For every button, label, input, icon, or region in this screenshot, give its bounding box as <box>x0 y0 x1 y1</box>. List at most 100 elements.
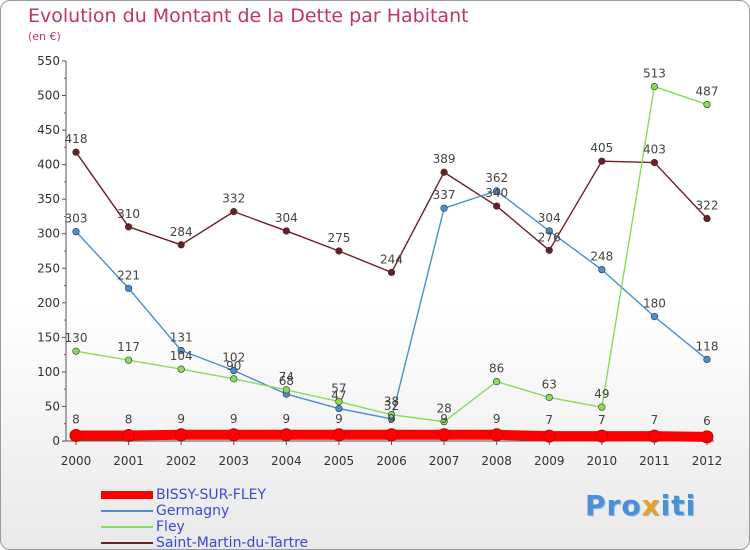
y-tick-label: 500 <box>37 89 60 103</box>
data-label: 340 <box>485 186 508 200</box>
data-label: 487 <box>696 85 719 99</box>
data-point <box>647 429 661 443</box>
x-tick-label: 2007 <box>429 454 460 468</box>
data-point <box>282 386 290 394</box>
chart-title: Evolution du Montant de la Dette par Hab… <box>28 5 469 27</box>
data-label: 7 <box>598 413 606 427</box>
data-label: 28 <box>436 402 451 416</box>
data-point <box>545 246 553 254</box>
data-label: 102 <box>222 351 245 365</box>
series-germagny <box>72 187 711 423</box>
series-saint-martin-du-tartre <box>72 148 711 277</box>
legend-label: Saint-Martin-du-Tartre <box>156 535 309 550</box>
data-label: 130 <box>65 331 88 345</box>
x-tick-label: 2012 <box>692 454 723 468</box>
data-point <box>703 214 711 223</box>
data-label: 304 <box>275 211 298 225</box>
proxiti-logo: Proxiti <box>585 489 697 522</box>
data-label: 131 <box>170 330 193 344</box>
data-label: 276 <box>538 230 561 244</box>
data-label: 405 <box>590 141 613 155</box>
data-point <box>545 393 553 402</box>
data-label: 38 <box>384 395 399 409</box>
data-point <box>700 430 714 444</box>
data-point <box>72 228 80 236</box>
data-point <box>650 82 659 91</box>
data-point <box>650 313 659 321</box>
data-point <box>703 355 711 364</box>
data-label: 304 <box>538 211 561 225</box>
data-point <box>122 428 136 442</box>
y-tick-label: 400 <box>37 158 60 172</box>
data-label: 47 <box>331 389 346 403</box>
data-label: 418 <box>65 132 88 146</box>
y-tick-label: 200 <box>37 296 60 310</box>
y-tick-label: 300 <box>37 227 60 241</box>
data-point <box>335 398 343 406</box>
data-point <box>177 346 185 355</box>
data-point <box>230 375 238 383</box>
data-point <box>598 403 606 411</box>
x-tick-label: 2002 <box>166 454 197 468</box>
legend-swatch <box>101 510 153 512</box>
data-label: 6 <box>703 414 711 428</box>
data-point <box>69 428 83 442</box>
data-label: 86 <box>489 362 504 376</box>
data-point <box>72 347 80 355</box>
data-point <box>279 428 293 442</box>
x-tick-label: 2009 <box>534 454 565 468</box>
data-label: 68 <box>279 374 294 388</box>
data-point <box>598 266 606 274</box>
data-point <box>385 428 398 442</box>
legend-label: Fley <box>156 519 185 535</box>
legend-swatch <box>101 491 153 499</box>
data-point <box>703 100 711 109</box>
data-point <box>650 158 659 167</box>
data-label: 9 <box>493 412 501 426</box>
data-label: 389 <box>433 152 456 166</box>
data-label: 117 <box>117 340 140 354</box>
data-point <box>493 187 501 195</box>
y-tick-label: 100 <box>37 365 60 379</box>
data-point <box>437 428 451 442</box>
data-label: 90 <box>226 359 241 373</box>
series-bissy-sur-fley <box>69 428 714 444</box>
y-tick-label: 50 <box>45 399 60 413</box>
legend-swatch <box>101 526 153 528</box>
data-label: 9 <box>388 412 396 426</box>
data-label: 104 <box>170 349 193 363</box>
data-label: 244 <box>380 252 403 266</box>
data-point <box>174 428 188 442</box>
x-tick-label: 2010 <box>587 454 618 468</box>
data-point <box>542 429 556 443</box>
data-point <box>335 247 343 255</box>
data-label: 74 <box>279 370 294 384</box>
data-label: 275 <box>327 231 350 245</box>
data-label: 180 <box>643 297 666 311</box>
x-tick-label: 2005 <box>324 454 355 468</box>
x-tick-label: 2008 <box>481 454 512 468</box>
x-tick-label: 2000 <box>61 454 92 468</box>
data-label: 9 <box>335 412 343 426</box>
x-tick-label: 2003 <box>218 454 249 468</box>
data-point <box>177 241 185 249</box>
data-label: 9 <box>283 412 291 426</box>
data-point <box>230 366 238 375</box>
data-point <box>335 404 343 413</box>
series-lines <box>69 82 714 444</box>
data-label: 221 <box>117 268 140 282</box>
data-point <box>387 268 396 277</box>
data-point <box>124 284 133 292</box>
y-tick-label: 250 <box>37 261 60 275</box>
data-label: 332 <box>222 192 245 206</box>
data-point <box>440 168 448 176</box>
data-label: 8 <box>125 412 133 426</box>
data-label: 63 <box>542 377 557 391</box>
data-point <box>598 157 606 165</box>
x-tick-label: 2001 <box>113 454 144 468</box>
x-tick-label: 2006 <box>376 454 407 468</box>
data-point <box>124 356 133 364</box>
legend-label: BISSY-SUR-FLEY <box>156 487 267 503</box>
y-tick-label: 150 <box>37 330 60 344</box>
